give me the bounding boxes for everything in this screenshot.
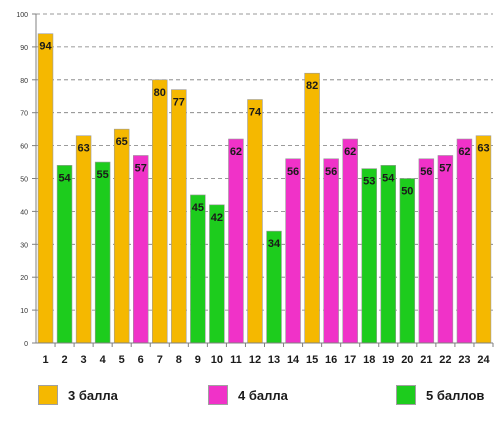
y-tick-label: 0 — [24, 341, 28, 348]
x-tick-label: 11 — [230, 354, 242, 366]
y-tick-label: 100 — [16, 12, 28, 19]
data-label-15: 82 — [306, 80, 318, 92]
data-label-24: 63 — [477, 143, 489, 155]
data-label-20: 50 — [401, 186, 413, 198]
bar-11 — [228, 138, 244, 344]
bar-15 — [304, 72, 320, 344]
y-tick-label: 50 — [20, 177, 28, 184]
legend-item-4: 4 балла — [208, 385, 288, 405]
legend-label-3: 3 балла — [68, 387, 118, 403]
x-tick-label: 4 — [100, 354, 107, 366]
x-tick-label: 9 — [195, 354, 201, 366]
x-tick-label: 13 — [268, 354, 280, 366]
data-label-1: 94 — [39, 41, 52, 53]
y-tick-label: 80 — [20, 78, 28, 85]
data-label-12: 74 — [249, 107, 262, 119]
x-tick-label: 18 — [363, 354, 375, 366]
data-label-9: 45 — [192, 202, 204, 214]
data-label-10: 42 — [211, 212, 223, 224]
legend-swatch-3 — [38, 385, 58, 405]
bar-7 — [152, 79, 168, 344]
bar-19 — [380, 165, 396, 344]
data-label-8: 77 — [173, 97, 185, 109]
y-tick-label: 30 — [20, 242, 28, 249]
data-label-3: 63 — [77, 143, 89, 155]
data-label-2: 54 — [58, 172, 71, 184]
x-tick-label: 15 — [306, 354, 318, 366]
bar-16 — [323, 158, 339, 344]
bar-6 — [133, 155, 149, 344]
data-label-11: 62 — [230, 146, 242, 158]
bar-10 — [209, 204, 225, 344]
data-label-13: 34 — [268, 238, 281, 250]
bar-14 — [285, 158, 301, 344]
data-label-19: 54 — [382, 172, 395, 184]
bar-23 — [456, 138, 473, 344]
x-tick-label: 23 — [458, 354, 470, 366]
data-label-23: 62 — [458, 146, 470, 158]
x-tick-label: 14 — [287, 354, 300, 366]
data-label-6: 57 — [135, 162, 147, 174]
bar-5 — [113, 128, 130, 344]
data-label-18: 53 — [363, 176, 375, 188]
bar-12 — [247, 99, 263, 344]
legend-label-4: 4 балла — [238, 387, 288, 403]
x-tick-label: 17 — [344, 354, 356, 366]
bar-18 — [361, 168, 377, 344]
y-tick-label: 70 — [20, 111, 28, 118]
x-tick-label: 22 — [439, 354, 451, 366]
gridlines — [36, 13, 493, 311]
legend-label-5: 5 баллов — [426, 387, 485, 403]
x-tick-label: 8 — [176, 354, 182, 366]
x-tick-label: 6 — [138, 354, 144, 366]
bar-8 — [171, 89, 187, 344]
x-tick-label: 2 — [62, 354, 68, 366]
x-tick-label: 21 — [420, 354, 432, 366]
y-tick-label: 40 — [20, 209, 28, 216]
x-tick-label: 10 — [211, 354, 223, 366]
legend-swatch-4 — [208, 385, 228, 405]
x-tick-label: 16 — [325, 354, 337, 366]
x-tick-label: 24 — [477, 354, 490, 366]
data-label-7: 80 — [154, 87, 166, 99]
bar-3 — [75, 135, 92, 344]
y-tick-label: 90 — [20, 45, 28, 52]
bar-9 — [190, 194, 206, 344]
legend-item-5: 5 баллов — [396, 385, 484, 405]
y-tick-label: 20 — [20, 275, 28, 282]
bar-4 — [94, 161, 111, 344]
data-label-17: 62 — [344, 146, 356, 158]
bar-17 — [342, 138, 358, 344]
bar-2 — [56, 165, 73, 344]
bar-20 — [399, 178, 416, 344]
bars — [37, 33, 492, 344]
x-tick-label: 12 — [249, 354, 261, 366]
x-tick-label: 19 — [382, 354, 394, 366]
y-tick-label: 10 — [20, 308, 28, 315]
x-tick-label: 3 — [81, 354, 87, 366]
data-label-14: 56 — [287, 166, 299, 178]
y-tick-label: 60 — [20, 144, 28, 151]
x-tick-label: 1 — [42, 354, 48, 366]
bar-24 — [475, 135, 492, 344]
data-label-16: 56 — [325, 166, 337, 178]
legend-item-3: 3 балла — [38, 385, 118, 405]
bar-1 — [37, 33, 54, 344]
data-label-5: 65 — [116, 136, 128, 148]
x-tick-label: 7 — [157, 354, 163, 366]
data-label-21: 56 — [420, 166, 432, 178]
data-label-4: 55 — [97, 169, 109, 181]
data-label-22: 57 — [439, 162, 451, 174]
legend-swatch-5 — [396, 385, 416, 405]
x-tick-label: 5 — [119, 354, 125, 366]
data-labels: 94 54 63 55 65 57 80 77 45 42 62 74 34 56 82 56 62 53 54 50… — [39, 41, 489, 250]
bar-21 — [418, 158, 435, 344]
x-tick-label: 20 — [401, 354, 413, 366]
bar-22 — [437, 155, 454, 344]
